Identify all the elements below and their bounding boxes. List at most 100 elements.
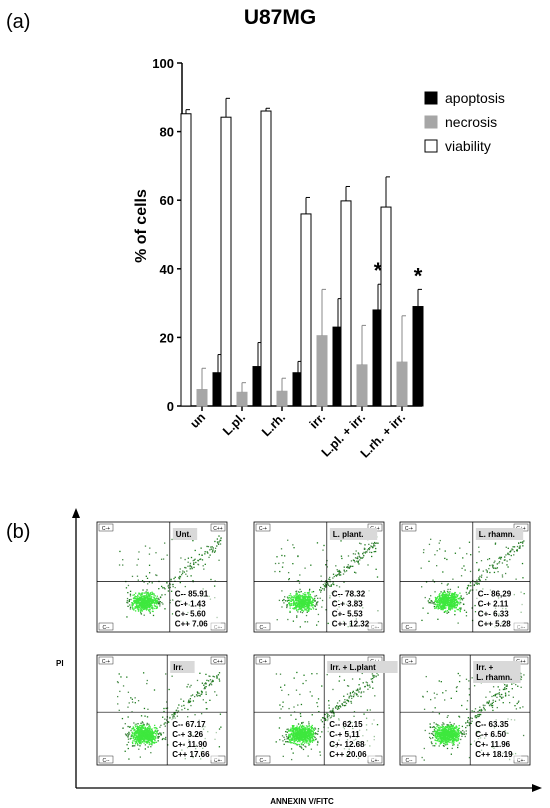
flow-dot — [280, 708, 282, 710]
flow-dot — [436, 729, 438, 732]
flow-dot — [447, 601, 449, 604]
flow-dot — [459, 610, 462, 613]
flow-dot — [434, 600, 436, 602]
flow-dot — [140, 601, 142, 603]
flow-dot — [155, 741, 158, 743]
flow-dot — [314, 733, 316, 735]
flow-dot — [355, 694, 358, 696]
flow-dot — [144, 733, 147, 735]
legend-label-necrosis: necrosis — [445, 114, 497, 130]
flow-dot — [154, 601, 157, 603]
flow-dot — [278, 599, 281, 602]
flow-dot — [184, 558, 186, 561]
flow-dot — [135, 606, 137, 608]
flow-dot — [316, 604, 318, 606]
flow-dot — [287, 618, 289, 621]
flow-dot — [440, 681, 442, 683]
flow-dot — [366, 551, 368, 553]
quadrant-tag: C+- — [371, 758, 380, 764]
flow-dot — [430, 538, 432, 540]
flow-dot — [149, 593, 151, 596]
flow-dot — [137, 731, 140, 733]
flow-dot — [216, 676, 218, 678]
flow-dot — [308, 721, 310, 723]
flow-dot — [515, 578, 517, 580]
flow-dot — [153, 599, 155, 601]
flow-dot — [303, 605, 305, 607]
flow-dot — [317, 601, 319, 603]
flow-dot — [146, 591, 148, 594]
flow-dot — [320, 591, 322, 593]
flow-dot — [324, 585, 327, 587]
flow-dot — [145, 596, 148, 598]
flow-dot — [331, 712, 333, 714]
flow-dot — [468, 756, 471, 759]
flow-dot — [191, 567, 193, 570]
flow-dot — [119, 690, 121, 693]
flow-dot — [368, 543, 370, 546]
flow-dot — [288, 599, 291, 602]
flow-dot — [520, 686, 522, 688]
flow-dot — [297, 595, 299, 597]
flow-dot — [437, 608, 439, 610]
flow-dot — [310, 736, 312, 738]
flow-dot — [343, 695, 345, 697]
flow-dot — [325, 564, 327, 566]
flow-dot — [140, 608, 142, 611]
flow-dot — [478, 582, 480, 585]
flow-dot — [295, 594, 297, 596]
flow-dot — [309, 735, 311, 737]
flow-dot — [352, 553, 355, 555]
flow-dot — [509, 550, 512, 553]
flow-dot — [449, 728, 452, 730]
flow-dot — [442, 609, 444, 611]
flow-dot — [480, 710, 482, 712]
flow-dot — [448, 605, 450, 608]
flow-dot — [165, 707, 167, 710]
flow-dot — [340, 555, 343, 557]
flow-dot — [189, 700, 192, 702]
flow-dot — [138, 736, 141, 739]
quadrant-stat: C-- 67.17 — [172, 720, 206, 729]
flow-dot — [210, 546, 212, 548]
flow-dot — [296, 616, 298, 619]
flow-dot — [305, 601, 308, 604]
flow-dot — [130, 737, 132, 740]
flow-dot — [446, 603, 448, 605]
flow-dot — [436, 740, 438, 742]
flow-dot — [470, 589, 472, 591]
flow-dot — [148, 735, 151, 737]
flow-dot — [451, 600, 453, 602]
flow-dot — [457, 609, 460, 611]
flow-dot — [328, 700, 330, 702]
flow-dot — [142, 589, 144, 591]
flow-dot — [505, 685, 507, 687]
flow-dot — [286, 600, 289, 602]
flow-dot — [134, 732, 136, 734]
flow-dot — [311, 600, 313, 603]
flow-dot — [189, 564, 191, 567]
flow-dot — [454, 552, 457, 554]
flow-dot — [454, 591, 456, 594]
flow-dot — [136, 601, 138, 604]
flow-dot — [303, 733, 306, 735]
flow-dot — [445, 601, 447, 603]
flow-dot — [298, 734, 300, 736]
flow-dot — [116, 681, 119, 683]
flow-dot — [198, 694, 200, 697]
flow-dot — [494, 694, 496, 696]
flow-dot — [339, 574, 342, 576]
flow-dot — [136, 731, 138, 733]
flow-dot — [129, 593, 132, 595]
flow-dot — [134, 602, 136, 604]
flow-dot — [470, 554, 472, 556]
flow-dot — [319, 586, 322, 589]
flow-dot — [298, 743, 301, 746]
flow-dot — [328, 707, 330, 709]
flow-dot — [185, 567, 187, 569]
flow-dot — [138, 600, 140, 603]
flow-dot — [146, 682, 148, 685]
flow-dot — [295, 731, 298, 734]
flow-dot — [496, 563, 498, 565]
y-tick-label: 40 — [160, 262, 174, 277]
